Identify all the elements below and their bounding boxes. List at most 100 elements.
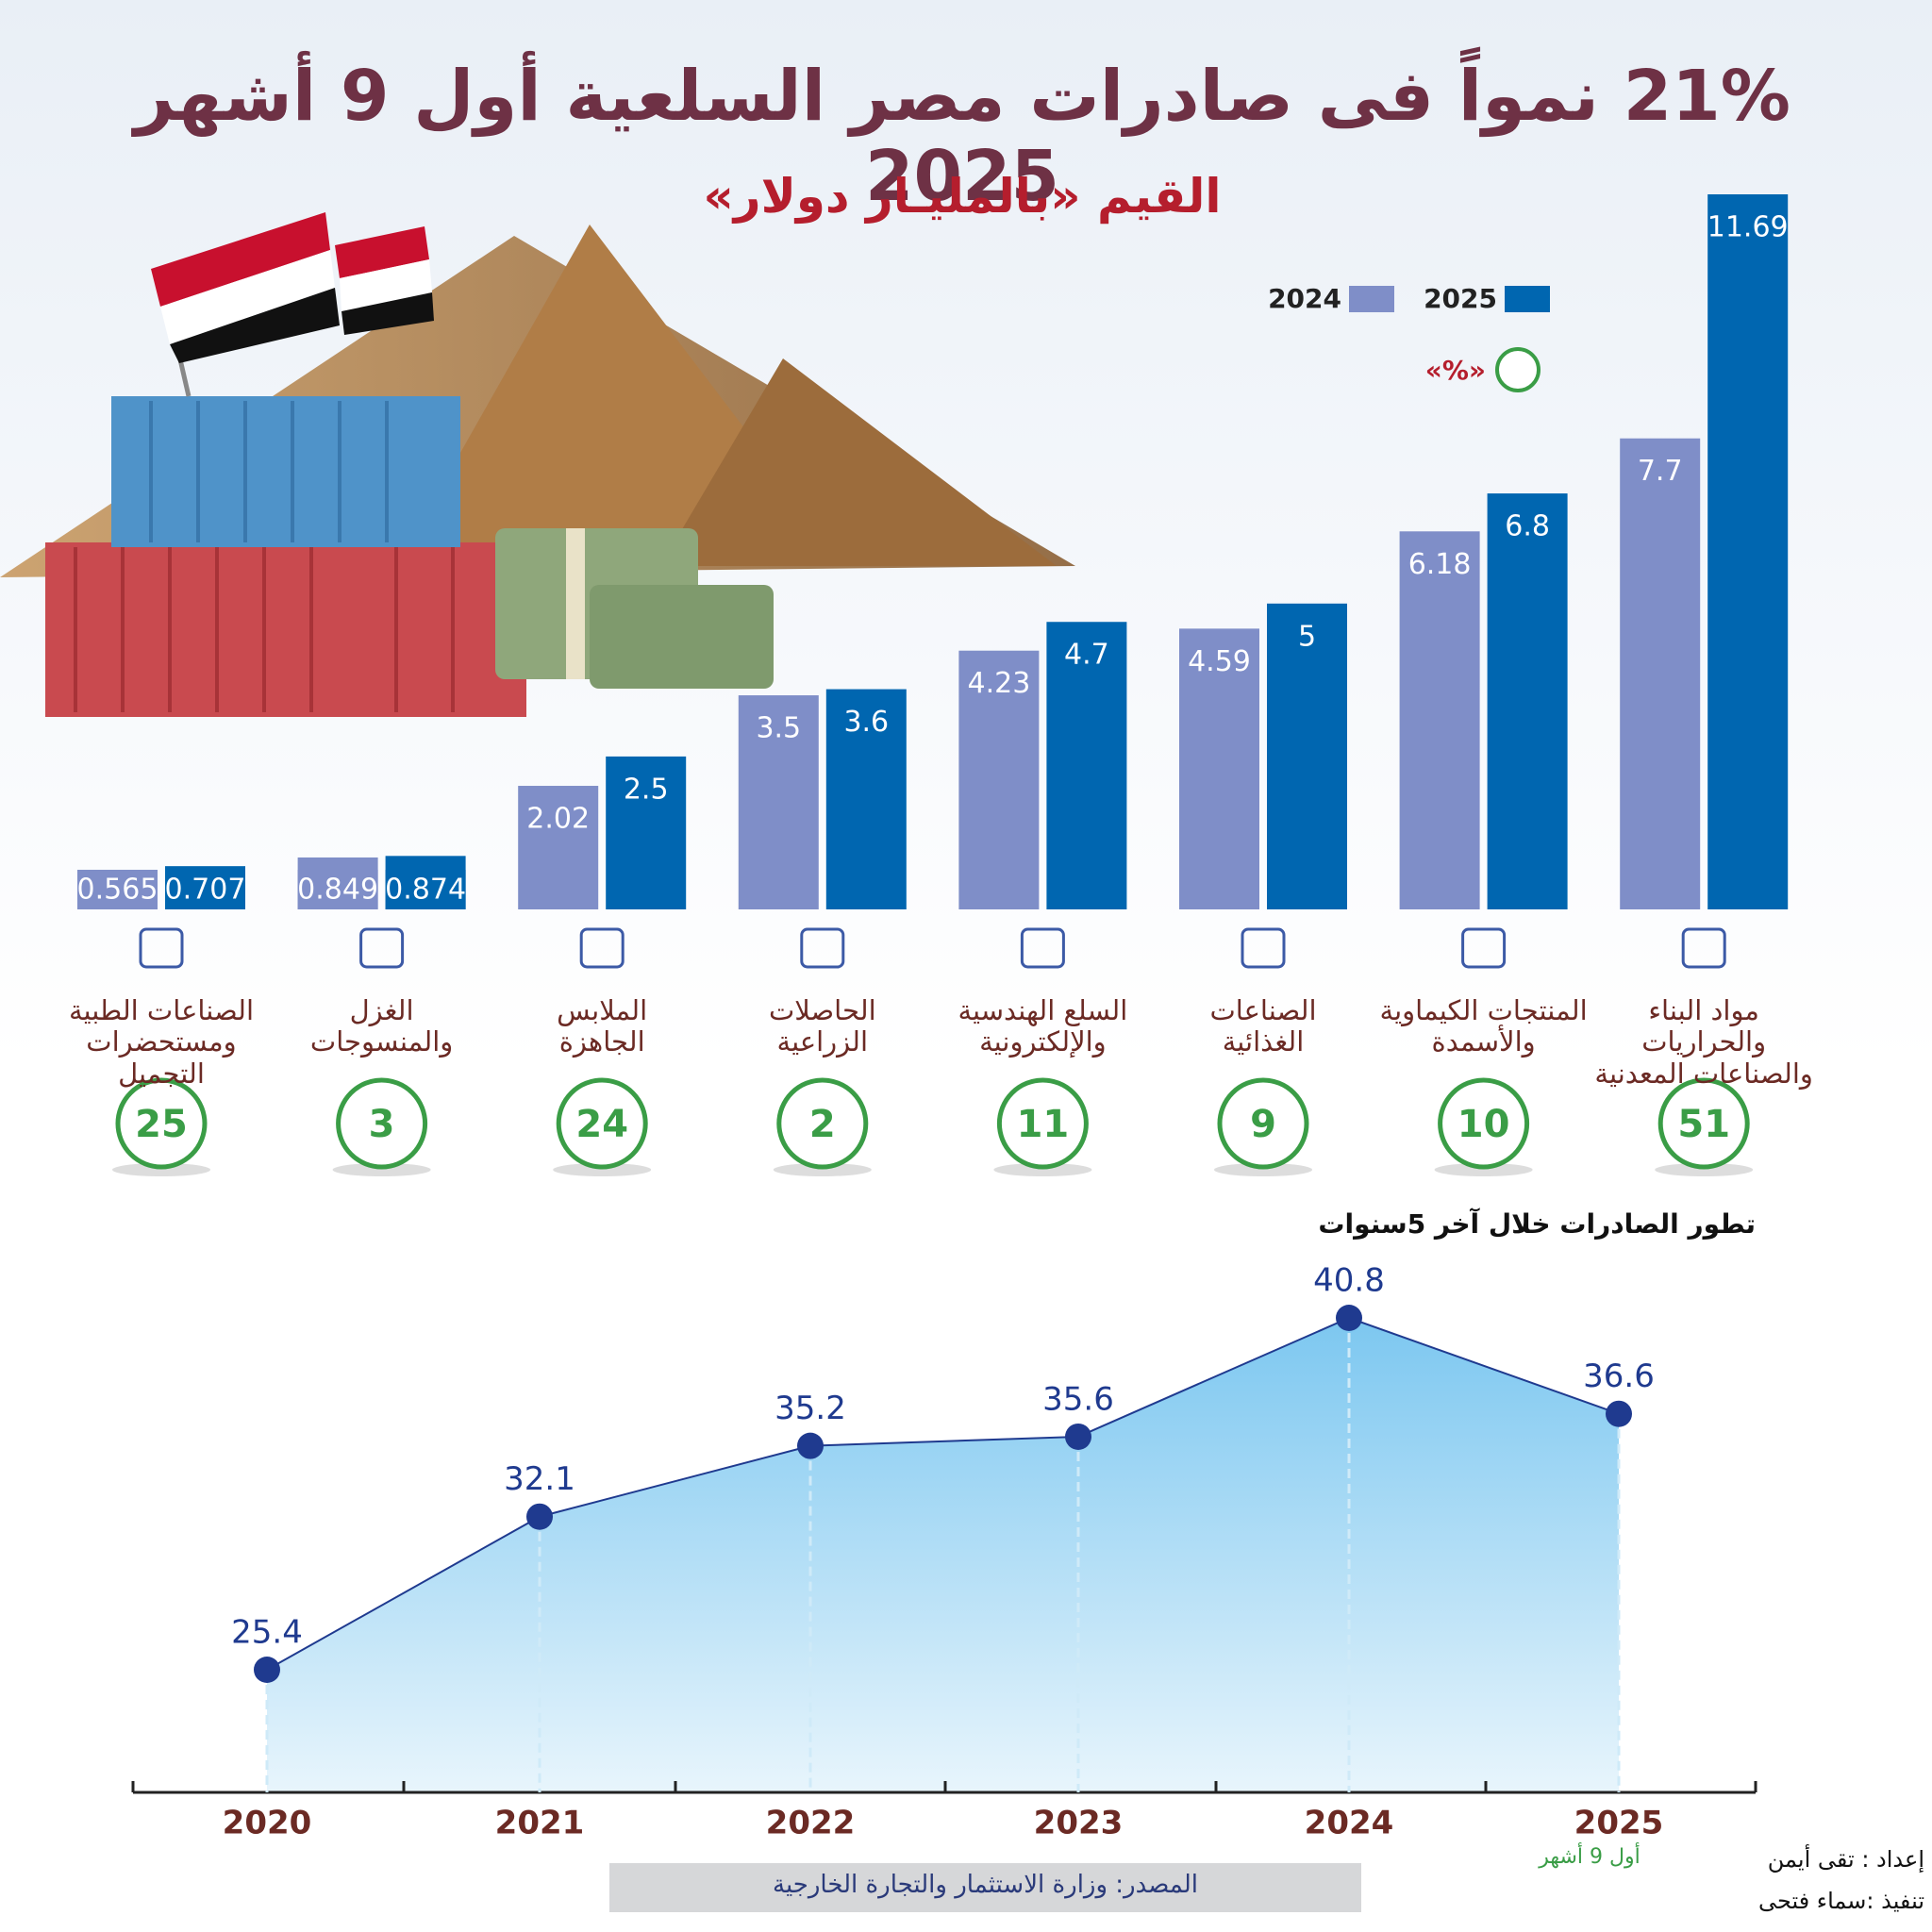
legend-swatch	[1349, 286, 1394, 312]
credit: تنفيذ :سماء فتحى	[1757, 1888, 1924, 1914]
x-tick-label: 2025	[1574, 1805, 1664, 1842]
source: المصدر: وزارة الاستثمار والتجارة الخارجي…	[773, 1871, 1198, 1899]
point	[254, 1657, 280, 1683]
legend-label: 2025	[1424, 283, 1497, 314]
growth-circle	[336, 1077, 428, 1170]
value-label: 25.4	[231, 1614, 303, 1652]
value-label: 4.7	[1064, 639, 1109, 672]
point	[1336, 1305, 1362, 1331]
category-icon	[1241, 927, 1286, 969]
value-label: 2.02	[526, 803, 590, 836]
growth-circle	[776, 1077, 869, 1170]
value-label: 7.7	[1638, 455, 1683, 488]
bar	[1399, 531, 1480, 909]
x-tick-label: 2021	[495, 1805, 585, 1842]
note: أول 9 أشهر	[1539, 1845, 1641, 1869]
growth-label: 11	[1017, 1103, 1070, 1146]
bar	[1046, 622, 1127, 909]
bar	[1267, 603, 1347, 909]
bar	[1179, 628, 1259, 909]
x-tick-label: 2023	[1034, 1805, 1124, 1842]
growth-label: 9	[1250, 1103, 1276, 1146]
x-tick-label: 2024	[1305, 1805, 1394, 1842]
growth-shadow	[1214, 1163, 1312, 1176]
value-label: 6.8	[1505, 510, 1550, 543]
chart-title: تطور الصادرات خلال آخر 5سنوات	[1318, 1208, 1756, 1240]
value-label-box	[77, 870, 158, 909]
value-label-box	[297, 870, 378, 909]
growth-shadow	[773, 1163, 872, 1176]
area	[267, 1318, 1619, 1792]
category-label: السلع الهندسية والإلكترونية	[958, 994, 1128, 1058]
growth-label: 25	[135, 1103, 188, 1146]
category-icon	[139, 927, 184, 969]
point	[1606, 1400, 1632, 1427]
growth-circle	[1657, 1077, 1750, 1170]
category-icon	[1461, 927, 1507, 969]
value-label: 5	[1298, 620, 1316, 653]
category-icon	[1681, 927, 1726, 969]
value-label: 36.6	[1583, 1357, 1655, 1395]
growth-shadow	[1655, 1163, 1754, 1176]
value-label: 35.6	[1042, 1380, 1114, 1418]
value-label: 40.8	[1313, 1262, 1385, 1300]
value-label: 6.18	[1408, 548, 1472, 581]
growth-label: 2	[809, 1103, 836, 1146]
growth-shadow	[1434, 1163, 1533, 1176]
growth-circle	[1438, 1077, 1530, 1170]
category-label: الصناعات الطبية ومستحضرات التجميل	[68, 994, 255, 1090]
growth-shadow	[112, 1163, 210, 1176]
growth-circle	[115, 1077, 208, 1170]
growth-label: 10	[1457, 1103, 1510, 1146]
category-icon	[800, 927, 845, 969]
bar	[606, 756, 687, 909]
value-label: 3.6	[843, 706, 889, 739]
value-label: 0.707	[165, 874, 246, 907]
bar	[1707, 194, 1789, 909]
legend-swatch	[1505, 286, 1550, 312]
value-label-box	[385, 870, 466, 909]
credit: إعداد : تقى أيمن	[1767, 1846, 1924, 1873]
category-label: الصناعات الغذائية	[1209, 994, 1317, 1058]
category-icon	[359, 927, 405, 969]
value-label: 0.849	[297, 874, 378, 907]
value-label: 32.1	[504, 1460, 575, 1498]
value-label: 0.565	[77, 874, 158, 907]
value-label: 4.23	[968, 667, 1031, 700]
growth-shadow	[332, 1163, 431, 1176]
growth-label: 51	[1677, 1103, 1730, 1146]
growth-shadow	[993, 1163, 1092, 1176]
value-label: 35.2	[774, 1390, 846, 1427]
category-label: الحاصلات الزراعية	[768, 994, 876, 1058]
bar	[825, 689, 907, 909]
growth-label: 24	[575, 1103, 628, 1146]
category-label: مواد البناء والحراريات والصناعات المعدني…	[1594, 994, 1813, 1090]
growth-label: 3	[369, 1103, 395, 1146]
growth-shadow	[553, 1163, 652, 1176]
point	[526, 1503, 553, 1530]
x-tick-label: 2022	[766, 1805, 856, 1842]
source-box	[609, 1863, 1361, 1912]
value-label: 0.874	[385, 874, 466, 907]
point	[797, 1432, 824, 1459]
legend-label: 2024	[1268, 283, 1341, 314]
bar	[1620, 438, 1701, 909]
legend-growth-label: «%»	[1425, 355, 1486, 386]
bar	[738, 695, 819, 909]
illustration	[0, 212, 1075, 717]
bar	[518, 786, 599, 909]
point	[1065, 1423, 1091, 1450]
category-label: الغزل والمنسوجات	[309, 994, 454, 1058]
chart-title: 21% نمواً فى صادرات مصر السلعية أول 9 أش…	[134, 56, 1790, 218]
line	[266, 1316, 1620, 1671]
category-label: المنتجات الكيماوية والأسمدة	[1379, 994, 1588, 1058]
category-label: الملابس الجاهزة	[557, 994, 648, 1058]
value-label: 11.69	[1707, 211, 1789, 244]
growth-circle	[1217, 1077, 1309, 1170]
growth-circle	[556, 1077, 648, 1170]
value-label: 2.5	[624, 773, 669, 806]
value-label-box	[165, 870, 245, 909]
value-label: 3.5	[756, 712, 801, 745]
